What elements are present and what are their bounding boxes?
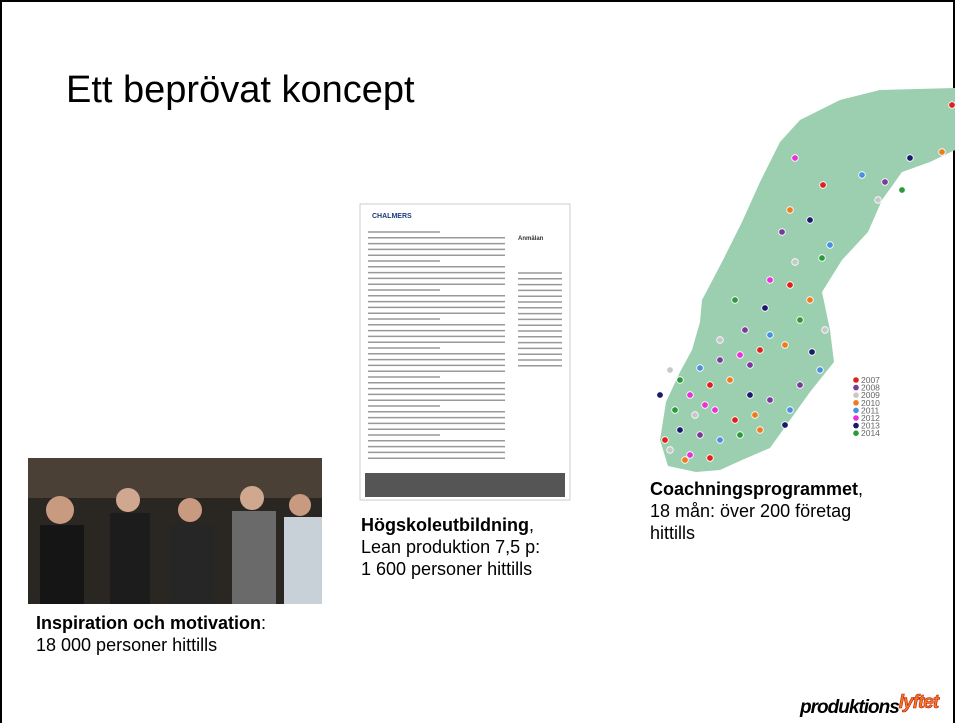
sweden-map [660,88,955,472]
map-dot [662,437,669,444]
caption-line: hittills [650,522,863,544]
caption: Coachningsprogrammet,18 mån: över 200 fö… [650,478,863,544]
map-dot [687,392,694,399]
legend-dot [853,385,859,391]
legend-dot [853,377,859,383]
map-dot [875,197,882,204]
slide-title: Ett beprövat koncept [66,69,415,111]
map-dot [787,407,794,414]
map-dot [819,255,826,262]
map-dot [717,337,724,344]
doc-header: CHALMERS [372,213,412,220]
caption-line: 18 000 personer hittills [36,634,266,656]
caption-text: , [858,479,863,499]
legend-label: 2014 [861,428,880,438]
map-dot [767,397,774,404]
map-dot [702,402,709,409]
map-dot [787,282,794,289]
map-dot [687,452,694,459]
map-dot [797,382,804,389]
caption-text: Högskoleutbildning [361,515,529,535]
caption-line: Lean produktion 7,5 p: [361,536,540,558]
map-dot [822,327,829,334]
map-dot [757,347,764,354]
map-dot [752,412,759,419]
map-dot [707,382,714,389]
map-dot [707,455,714,462]
map-dot [807,297,814,304]
slide: Ett beprövat koncept CHALMERS Anmälan 20… [0,0,955,723]
map-dot [787,207,794,214]
caption-line: 1 600 personer hittills [361,558,540,580]
map-dot [827,242,834,249]
map-dot [677,377,684,384]
map-dot [667,447,674,454]
map-dot [782,342,789,349]
map-dot [657,392,664,399]
legend-dot [853,430,859,436]
map-dot [792,259,799,266]
map-dot [682,457,689,464]
map-dot [747,362,754,369]
map-dot [949,102,955,109]
legend-dot [853,400,859,406]
map-dot [899,187,906,194]
map-dot [809,349,816,356]
map-dot [737,432,744,439]
legend-dot [853,423,859,429]
map-dot [820,182,827,189]
map-dot [939,149,946,156]
map-dot [737,352,744,359]
caption-text: Coachningsprogrammet [650,479,858,499]
map-dot [667,367,674,374]
map-dot [732,417,739,424]
map-dot [807,217,814,224]
map-dot [697,432,704,439]
map-dot [677,427,684,434]
caption-line: 18 mån: över 200 företag [650,500,863,522]
caption: Inspiration och motivation:18 000 person… [36,612,266,656]
map-dot [767,277,774,284]
map-dot [782,422,789,429]
map-dot [732,297,739,304]
legend-dot [853,392,859,398]
logo-part1: produktions [799,697,899,718]
map-dot [672,407,679,414]
map-dot [757,427,764,434]
caption-text: Inspiration och motivation [36,613,261,633]
map-dot [797,317,804,324]
map-dot [727,377,734,384]
map-dot [767,332,774,339]
map-dot [717,357,724,364]
map-dot [779,229,786,236]
map-dot [792,155,799,162]
map-dot [882,179,889,186]
caption-text: , [529,515,534,535]
map-dot [907,155,914,162]
map-dot [859,172,866,179]
document-image: CHALMERS Anmälan [360,204,570,500]
legend-dot [853,408,859,414]
doc-side-header: Anmälan [518,236,544,242]
map-dot [762,305,769,312]
map-dot [742,327,749,334]
audience-photo [28,458,322,604]
map-dot [692,412,699,419]
map-dot [747,392,754,399]
map-dot [712,407,719,414]
logo-part2: lyftet [899,692,940,713]
map-dot [697,365,704,372]
map-dot [717,437,724,444]
caption-text: : [261,613,266,633]
legend-dot [853,415,859,421]
map-dot [817,367,824,374]
logo: produktionslyftet [799,692,940,718]
caption: Högskoleutbildning,Lean produktion 7,5 p… [361,514,540,580]
